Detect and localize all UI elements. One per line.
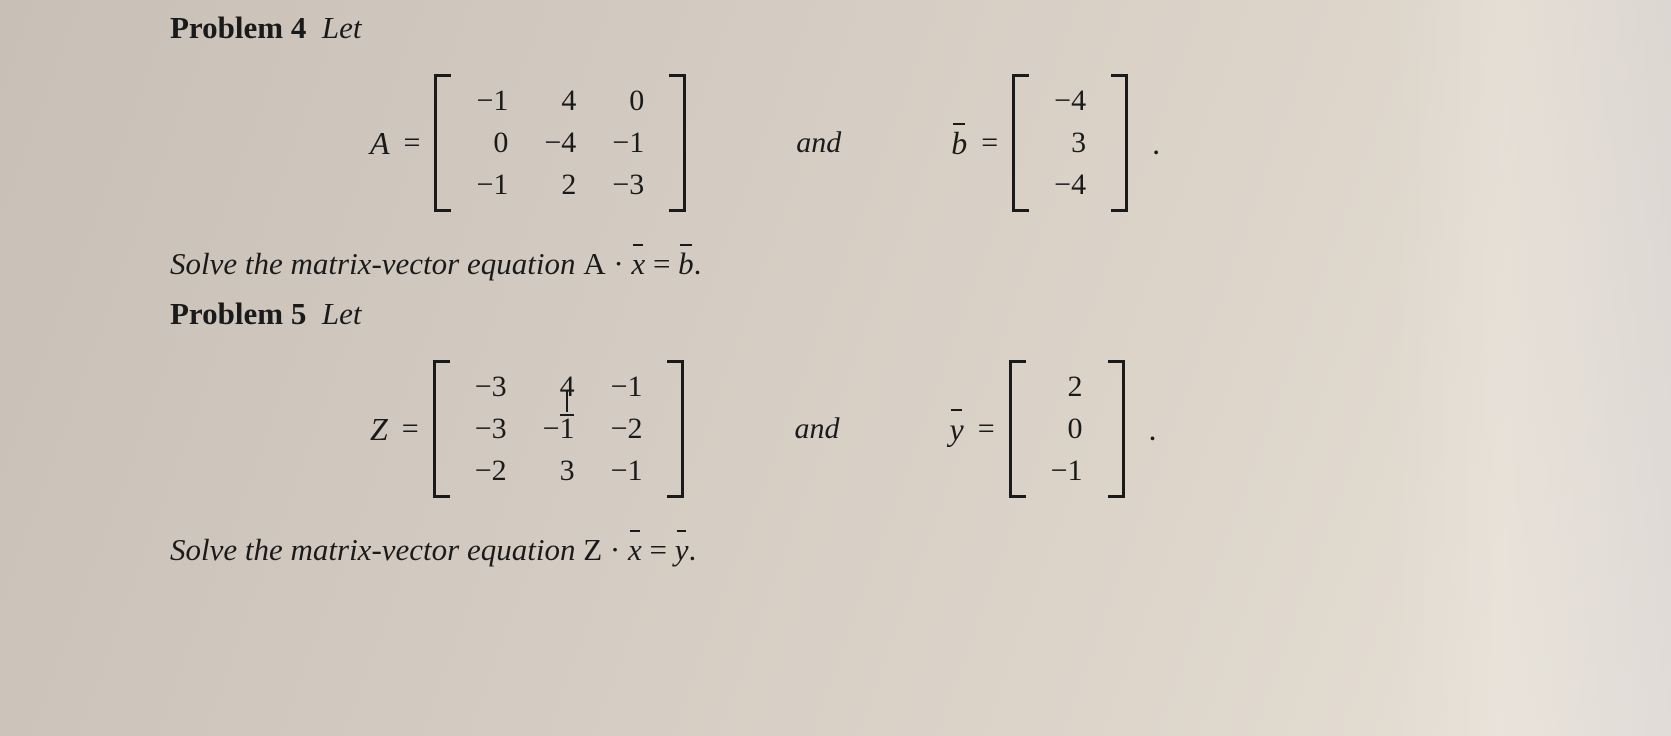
matrix-cell: −1 <box>525 408 593 450</box>
vector-y-definition: y = 2 0 −1 . <box>949 360 1156 498</box>
matrix-Z-var: Z <box>370 411 388 448</box>
table-row: −4 <box>1036 80 1104 122</box>
text-cursor-icon: 4 <box>560 370 575 404</box>
right-bracket-icon <box>670 74 686 212</box>
and-word: and <box>794 412 839 446</box>
dot-operator: · <box>613 246 623 281</box>
problem-label: Problem <box>170 296 283 331</box>
solve-x: x <box>628 532 642 568</box>
vector-b: −4 3 −4 <box>1012 74 1128 212</box>
right-bracket-icon <box>668 360 684 498</box>
matrix-cell: 3 <box>525 450 593 492</box>
matrix-cell: 0 <box>458 122 526 164</box>
solve-A: A <box>583 246 605 281</box>
matrix-Z: −3 4 −1 −3 −1 −2 −2 3 −1 <box>433 360 685 498</box>
period: . <box>688 532 696 567</box>
matrix-A-table: −1 4 0 0 −4 −1 −1 2 −3 <box>458 80 662 206</box>
matrix-A-var: A <box>370 125 390 162</box>
matrix-cell: −1 <box>458 80 526 122</box>
matrix-Z-table: −3 4 −1 −3 −1 −2 −2 3 −1 <box>457 366 661 492</box>
let-word: Let <box>322 296 362 331</box>
matrix-cell: −1 <box>593 450 661 492</box>
matrix-cell: −3 <box>457 408 525 450</box>
left-bracket-icon <box>433 360 449 498</box>
equals-sign: = <box>402 412 419 446</box>
vector-y-var: y <box>949 411 963 448</box>
table-row: 0 <box>1033 408 1101 450</box>
problem-5-header: Problem 5 Let <box>170 296 1501 332</box>
solve-b: b <box>678 246 694 282</box>
matrix-cell: 4 <box>526 80 594 122</box>
table-row: −1 2 −3 <box>458 164 662 206</box>
matrix-cell: 0 <box>594 80 662 122</box>
equals-sign: = <box>981 126 998 160</box>
period: . <box>694 246 702 281</box>
right-bracket-icon <box>1112 74 1128 212</box>
matrix-A-definition: A = −1 4 0 0 −4 −1 −1 <box>370 74 686 212</box>
matrix-cell: −1 <box>594 122 662 164</box>
vector-cell: 2 <box>1033 366 1101 408</box>
vector-cell: 0 <box>1033 408 1101 450</box>
vector-cell: −1 <box>1033 450 1101 492</box>
solve-Z: Z <box>583 532 602 567</box>
problem-label: Problem <box>170 10 283 45</box>
solve-x: x <box>631 246 645 282</box>
solve-text: Solve the matrix-vector equation <box>170 532 583 567</box>
left-bracket-icon <box>1012 74 1028 212</box>
period: . <box>1149 411 1157 448</box>
problem-number: 4 <box>291 10 307 45</box>
table-row: −4 <box>1036 164 1104 206</box>
matrix-cell: −3 <box>594 164 662 206</box>
table-row: −3 4 −1 <box>457 366 661 408</box>
period: . <box>1152 125 1160 162</box>
matrix-cell: −2 <box>593 408 661 450</box>
table-row: 3 <box>1036 122 1104 164</box>
vector-cell: −4 <box>1036 80 1104 122</box>
matrix-cell: −4 <box>526 122 594 164</box>
matrix-Z-definition: Z = −3 4 −1 −3 −1 −2 −2 <box>370 360 684 498</box>
problem-4-header: Problem 4 Let <box>170 10 1501 46</box>
equals-sign: = <box>649 532 666 567</box>
table-row: 0 −4 −1 <box>458 122 662 164</box>
vector-cell: 3 <box>1036 122 1104 164</box>
matrix-cell: 4 <box>525 366 593 408</box>
problem-5-solve-line: Solve the matrix-vector equation Z · x =… <box>170 532 1501 568</box>
right-bracket-icon <box>1109 360 1125 498</box>
matrix-A: −1 4 0 0 −4 −1 −1 2 −3 <box>434 74 686 212</box>
equals-sign: = <box>404 126 421 160</box>
matrix-cell: 2 <box>526 164 594 206</box>
problem-4-equation-row: A = −1 4 0 0 −4 −1 −1 <box>370 74 1501 212</box>
table-row: −1 4 0 <box>458 80 662 122</box>
vector-cell: −4 <box>1036 164 1104 206</box>
problem-4-solve-line: Solve the matrix-vector equation A · x =… <box>170 246 1501 282</box>
matrix-cell: −1 <box>593 366 661 408</box>
vector-y-table: 2 0 −1 <box>1033 366 1101 492</box>
vector-b-var: b <box>951 125 967 162</box>
table-row: 2 <box>1033 366 1101 408</box>
let-word: Let <box>322 10 362 45</box>
table-row: −2 3 −1 <box>457 450 661 492</box>
dot-operator: · <box>610 532 620 567</box>
matrix-cell: −2 <box>457 450 525 492</box>
vector-b-table: −4 3 −4 <box>1036 80 1104 206</box>
equals-sign: = <box>653 246 670 281</box>
problem-number: 5 <box>291 296 307 331</box>
and-word: and <box>796 126 841 160</box>
table-row: −3 −1 −2 <box>457 408 661 450</box>
vector-y: 2 0 −1 <box>1009 360 1125 498</box>
page-content: Problem 4 Let A = −1 4 0 0 −4 −1 <box>0 0 1671 568</box>
problem-5-equation-row: Z = −3 4 −1 −3 −1 −2 −2 <box>370 360 1501 498</box>
matrix-cell: −1 <box>458 164 526 206</box>
solve-text: Solve the matrix-vector equation <box>170 246 583 281</box>
matrix-cell: −3 <box>457 366 525 408</box>
equals-sign: = <box>978 412 995 446</box>
vector-b-definition: b = −4 3 −4 . <box>951 74 1160 212</box>
left-bracket-icon <box>434 74 450 212</box>
table-row: −1 <box>1033 450 1101 492</box>
left-bracket-icon <box>1009 360 1025 498</box>
solve-y: y <box>675 532 689 568</box>
